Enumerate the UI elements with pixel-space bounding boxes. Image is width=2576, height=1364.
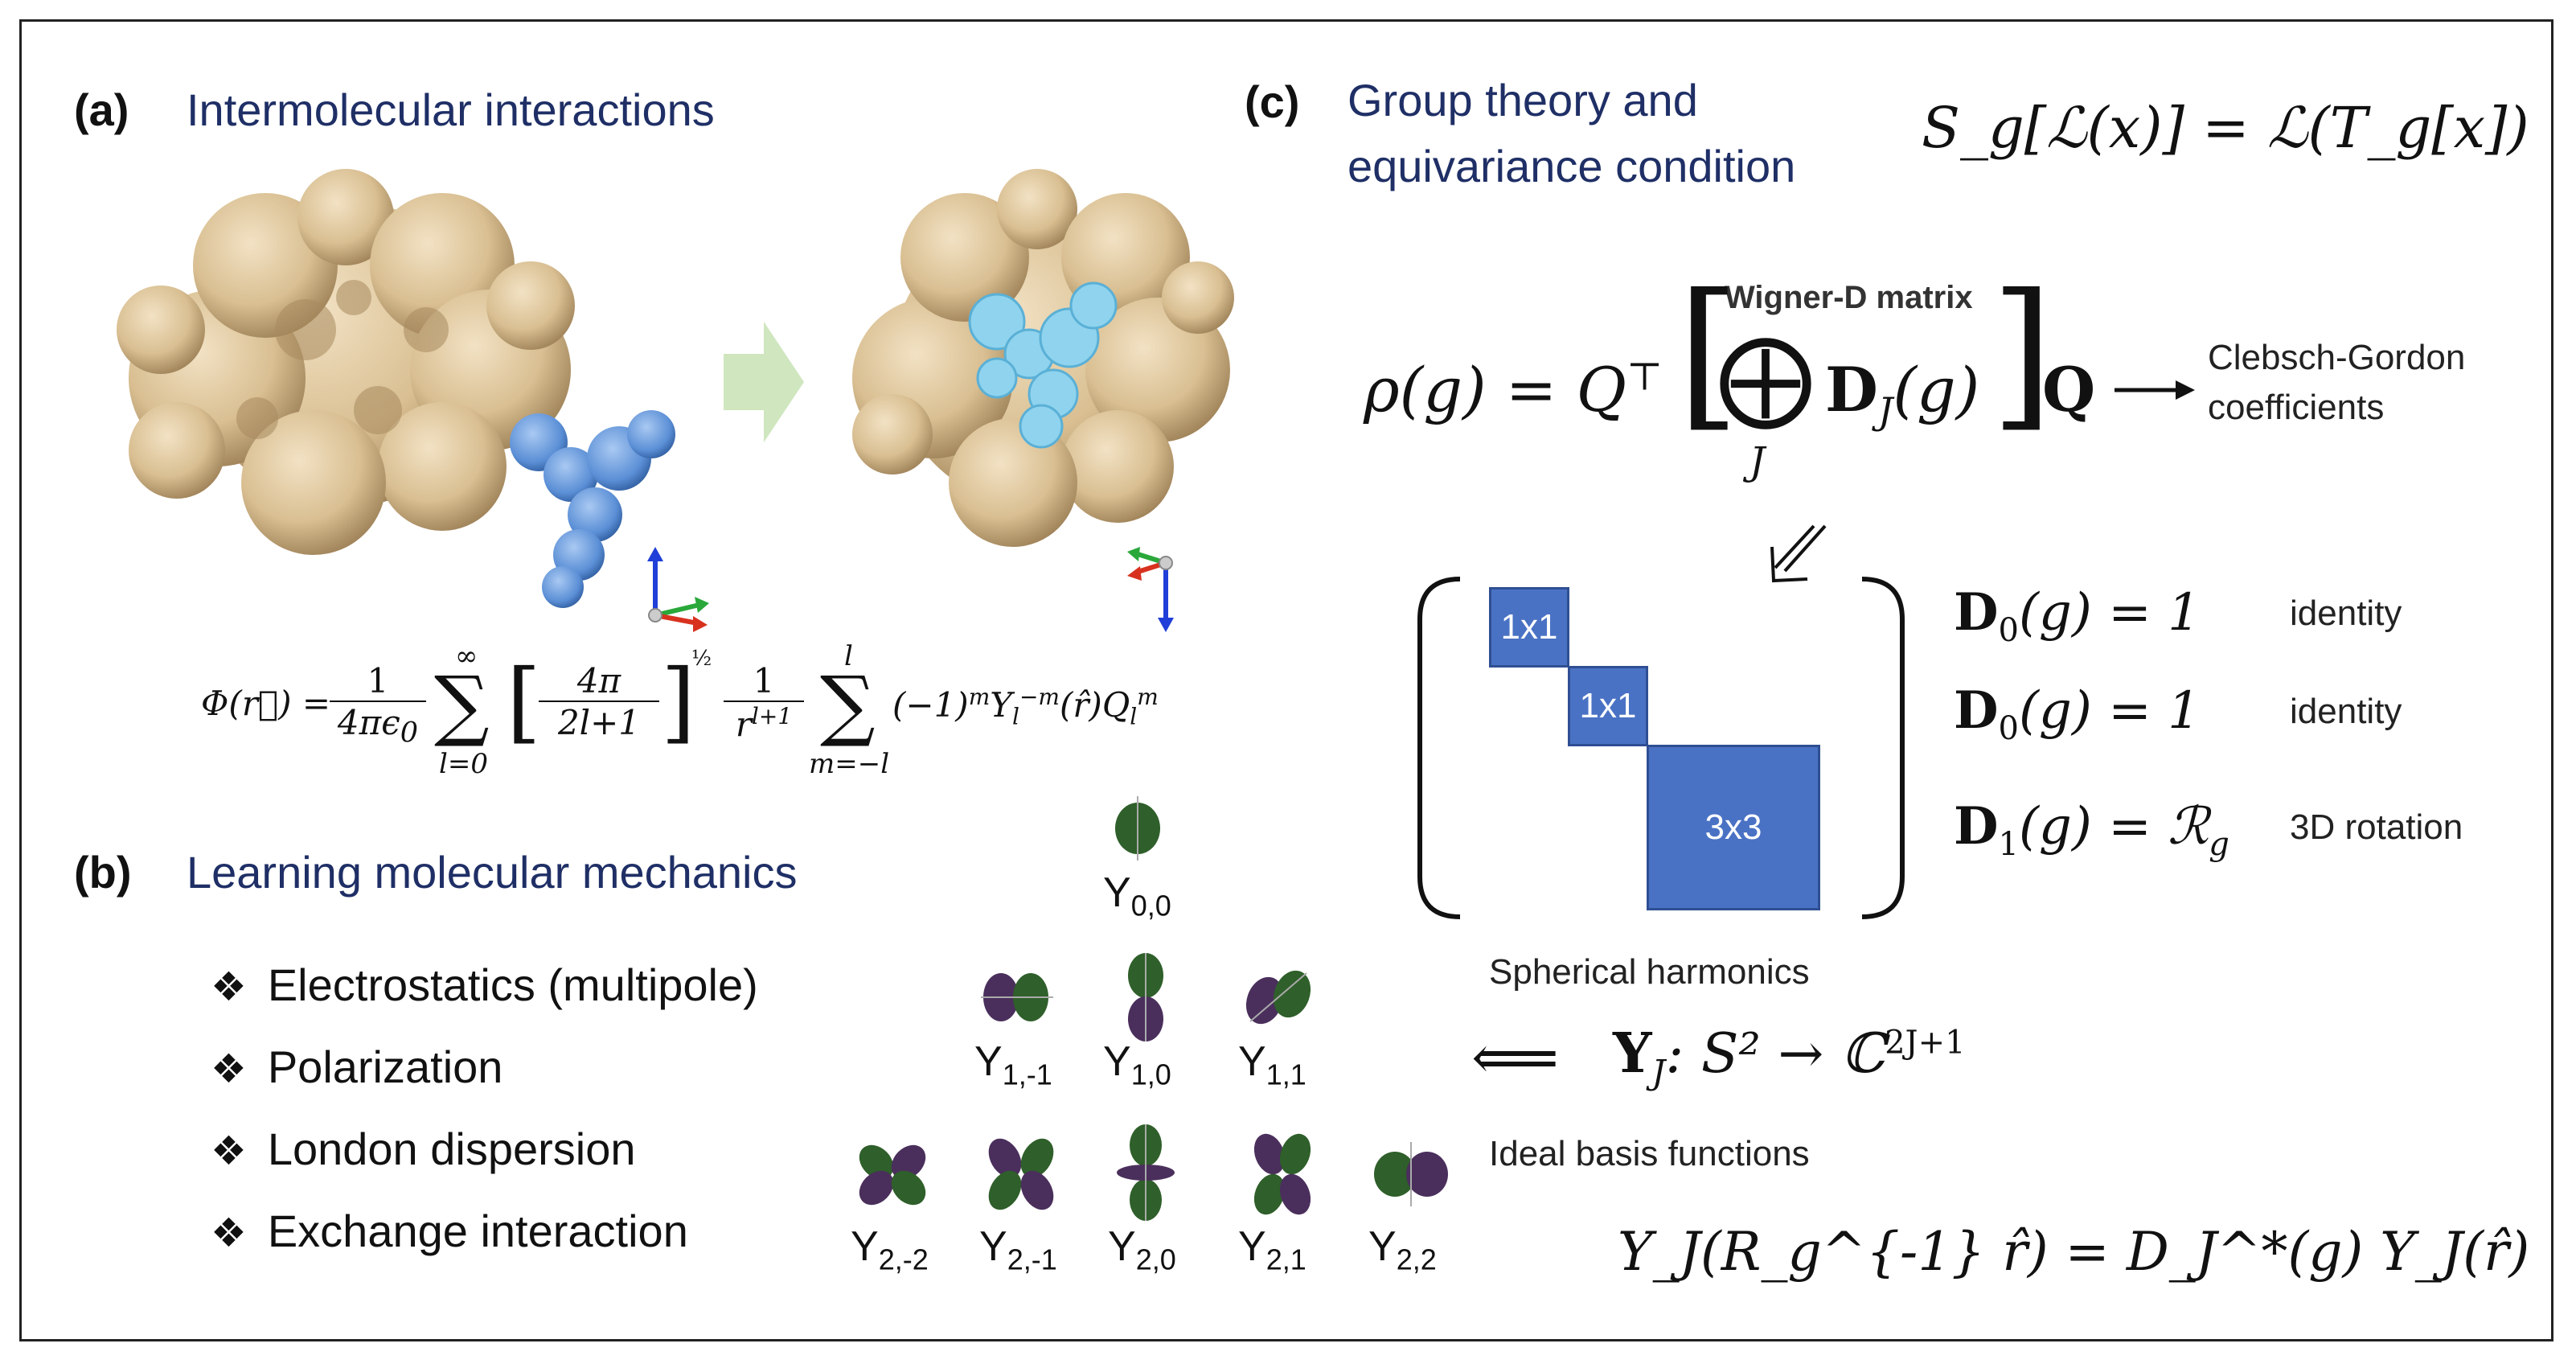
block-3x3: 3x3 xyxy=(1647,745,1820,910)
rho-left-bracket: [ xyxy=(1677,260,1741,447)
harmonic-y21-lobe xyxy=(1253,1133,1311,1215)
yj-equivariance-equation: Y_J(R_g^{-1} r̂) = D_J^*(g) Y_J(r̂) xyxy=(1618,1221,2530,1283)
spherical-harmonics-label: Spherical harmonics xyxy=(1489,952,1810,992)
harmonic-y22-label: Y2,2 xyxy=(1368,1223,1437,1276)
bullet-electrostatics: ❖ Electrostatics (multipole) xyxy=(211,959,758,1010)
d0-note-second: identity xyxy=(2290,692,2402,731)
bullet-london-dispersion: ❖ London dispersion xyxy=(211,1124,636,1174)
bullet-polarization: ❖ Polarization xyxy=(211,1041,503,1092)
harmonic-y22-lobe xyxy=(1374,1142,1448,1206)
d1-equation: D1(g) = ℛg xyxy=(1954,796,2229,863)
harmonic-y11-label: Y1,1 xyxy=(1238,1038,1306,1091)
panel-a-label: (a) xyxy=(74,84,129,135)
cg-label-line1: Clebsch-Gordon xyxy=(2208,338,2466,377)
harmonic-y10-lobe xyxy=(1128,953,1163,1041)
d0-equation-second: D0(g) = 1 xyxy=(1954,680,2201,747)
harmonic-y11-lobe xyxy=(1245,970,1311,1025)
block-matrix-parentheses xyxy=(1417,577,1905,919)
rho-right-bracket: ] xyxy=(1991,260,2054,447)
d1-note: 3D rotation xyxy=(2290,807,2463,847)
bullet-exchange-interaction: ❖ Exchange interaction xyxy=(211,1206,688,1256)
figure-frame xyxy=(19,19,2553,1341)
harmonic-y00-lobe xyxy=(1115,796,1160,861)
axes-icon-right xyxy=(1127,547,1174,632)
protein-surface-left xyxy=(117,169,575,555)
panel-b-label: (b) xyxy=(74,847,132,898)
protein-ligand-complex xyxy=(852,169,1234,547)
harmonic-y10-label: Y1,0 xyxy=(1103,1038,1171,1091)
panel-c-title-line2: equivariance condition xyxy=(1347,141,1796,191)
transform-arrow xyxy=(724,322,804,442)
rho-equation-lhs: ρ(g) = Q⊤ xyxy=(1364,354,1663,425)
harmonic-y20-label: Y2,0 xyxy=(1108,1223,1176,1276)
cg-arrow xyxy=(2115,380,2195,400)
harmonic-y1m1-label: Y1,-1 xyxy=(974,1038,1052,1091)
implies-left-arrow: ⟸ xyxy=(1471,1021,1559,1093)
wigner-d-label: Wigner-D matrix xyxy=(1725,280,1973,315)
direct-sum-index: J xyxy=(1749,439,1766,484)
panel-c-title-line1: Group theory and xyxy=(1347,75,1698,125)
block-1x1-second: 1x1 xyxy=(1568,666,1648,746)
ideal-basis-label: Ideal basis functions xyxy=(1489,1134,1810,1173)
cg-label-line2: coefficients xyxy=(2208,388,2385,427)
harmonic-y2m2-label: Y2,-2 xyxy=(851,1223,929,1276)
harmonic-y2m1-lobe xyxy=(988,1138,1054,1210)
ligand-surface xyxy=(510,410,675,608)
yj-map-equation: YJ: S² → ℂ2J+1 xyxy=(1613,1021,1966,1092)
rho-q-term: Q xyxy=(2042,354,2096,425)
rho-wigner-term: DJ(g) xyxy=(1825,354,1980,433)
d0-equation-first: D0(g) = 1 xyxy=(1954,582,2201,649)
panel-a-title: Intermolecular interactions xyxy=(187,84,715,135)
harmonic-y2m1-label: Y2,-1 xyxy=(979,1223,1057,1276)
harmonic-y1m1-lobe xyxy=(981,973,1053,1021)
axes-icon-left xyxy=(647,547,709,632)
equivariance-equation: S_g[ℒ(x)] = ℒ(T_g[x]) xyxy=(1922,95,2529,161)
panel-c-label: (c) xyxy=(1245,76,1300,127)
block-1x1-first: 1x1 xyxy=(1489,587,1569,668)
harmonic-y20-lobe xyxy=(1117,1124,1175,1221)
panel-b-title: Learning molecular mechanics xyxy=(187,847,798,898)
direct-sum-symbol: ⨁ xyxy=(1717,322,1814,433)
harmonic-y2m2-lobe xyxy=(859,1144,926,1206)
d0-note-first: identity xyxy=(2290,594,2402,633)
decompose-arrow xyxy=(1770,524,1827,583)
harmonic-y21-label: Y2,1 xyxy=(1238,1223,1306,1276)
harmonic-y00-label: Y0,0 xyxy=(1103,869,1171,922)
